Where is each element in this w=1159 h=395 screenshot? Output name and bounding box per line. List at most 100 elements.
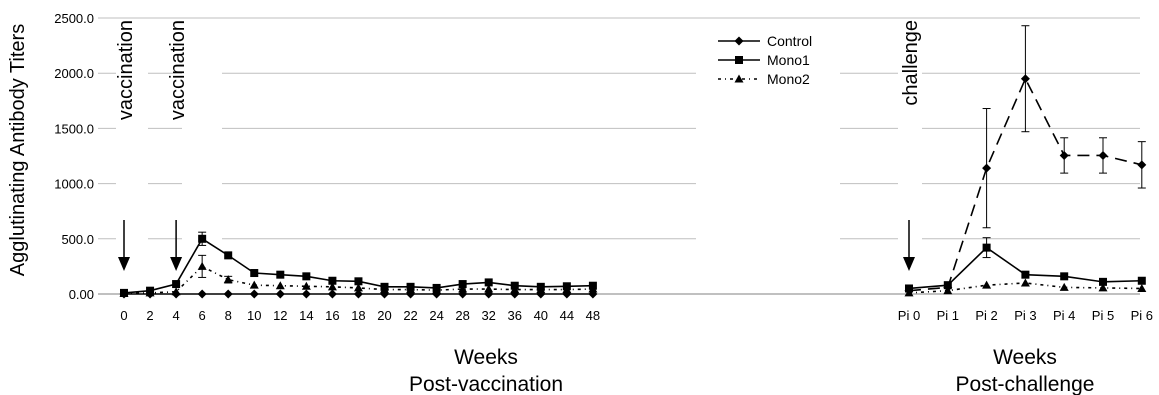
data-point <box>224 251 233 260</box>
series-control <box>904 25 1147 296</box>
data-point <box>223 289 233 299</box>
data-point <box>536 285 546 294</box>
x-tick-label: 28 <box>455 308 469 323</box>
data-point <box>172 280 181 289</box>
legend-item-mono1: Mono1 <box>718 52 810 68</box>
annotation-arrow-head <box>118 257 130 271</box>
x-tick-label: 24 <box>429 308 443 323</box>
x-tick-label: 32 <box>481 308 495 323</box>
data-point <box>484 278 493 287</box>
series-mono2 <box>119 254 598 297</box>
y-tick-label: 0.00 <box>69 287 94 302</box>
data-point <box>1137 160 1147 170</box>
data-point <box>223 275 233 284</box>
annotation-label: vaccination <box>167 20 189 120</box>
data-point <box>1060 272 1069 281</box>
x-tick-label: Pi 0 <box>898 308 920 323</box>
x-tick-label: 16 <box>325 308 339 323</box>
x-tick-label: 14 <box>299 308 313 323</box>
data-point <box>197 261 207 270</box>
legend-item-control: Control <box>718 33 812 49</box>
x-tick-label: 44 <box>560 308 574 323</box>
data-point <box>145 288 155 297</box>
data-point <box>275 289 285 299</box>
data-point <box>171 287 181 296</box>
data-point <box>301 289 311 299</box>
panel-post-challenge: Pi 0 Pi 1 Pi 2 Pi 3 Pi 4 Pi 5 Pi 6 Weeks Post-ch… <box>898 20 1153 395</box>
x-tick-label: Pi 3 <box>1014 308 1036 323</box>
data-point <box>250 269 259 278</box>
annotation-arrow-head <box>170 257 183 271</box>
x-axis-label: Weeks <box>993 346 1057 369</box>
x-tick-label: 4 <box>172 308 179 323</box>
data-point <box>353 283 363 292</box>
x-tick-label: 8 <box>225 308 232 323</box>
data-point <box>380 285 389 294</box>
data-point <box>198 234 207 243</box>
y-tick-label: 1500.0 <box>54 121 94 136</box>
data-point <box>588 284 598 293</box>
data-point <box>1059 282 1069 291</box>
x-tick-label: Pi 4 <box>1053 308 1075 323</box>
x-tick-label: 10 <box>247 308 261 323</box>
legend: Control Mono1 Mono2 <box>718 33 812 87</box>
data-point <box>406 285 416 294</box>
data-point <box>982 280 992 289</box>
data-point <box>119 288 129 297</box>
x-axis-sublabel: Post-challenge <box>956 373 1095 395</box>
legend-label: Mono2 <box>767 71 810 87</box>
x-axis-sublabel: Post-vaccination <box>409 373 563 395</box>
y-axis: 0.00 500.0 1000.0 1500.0 2000.0 2500.0 <box>54 11 94 302</box>
annotation-arrow-head <box>903 257 915 271</box>
annotation-label: vaccination <box>115 20 137 120</box>
data-point <box>943 281 952 290</box>
data-point <box>1021 270 1030 279</box>
y-tick-label: 500.0 <box>61 232 94 247</box>
series-mono2 <box>904 278 1147 297</box>
annotation-label: challenge <box>900 20 922 106</box>
data-point <box>1020 74 1030 84</box>
data-point <box>458 284 468 293</box>
legend-label: Mono1 <box>767 52 810 68</box>
x-tick-label: 0 <box>120 308 127 323</box>
data-point <box>1137 283 1147 292</box>
data-point <box>1099 277 1107 286</box>
data-point <box>982 163 992 173</box>
x-tick-label: 22 <box>403 308 417 323</box>
chart-panels: 0 2 4 6 8 10 12 14 16 18 20 22 24 28 32 36 40 44 48WeeksPo… <box>115 20 1153 395</box>
data-point <box>1098 283 1108 292</box>
data-point <box>302 272 311 281</box>
data-point <box>982 243 991 252</box>
data-point <box>328 276 337 285</box>
x-tick-label: 48 <box>586 308 600 323</box>
data-point <box>943 286 953 295</box>
data-point <box>353 289 363 299</box>
y-axis-label: Agglutinating Antibody Titers <box>7 24 29 276</box>
data-point <box>510 285 520 294</box>
gridlines <box>98 17 1140 295</box>
x-tick-label: Pi 1 <box>937 308 959 323</box>
data-point <box>1098 150 1108 160</box>
legend-marker <box>734 36 744 46</box>
data-point <box>458 280 467 289</box>
x-tick-label: Pi 5 <box>1092 308 1114 323</box>
y-tick-label: 1000.0 <box>54 177 94 192</box>
x-tick-label: 20 <box>377 308 391 323</box>
data-point <box>904 288 914 297</box>
data-point <box>1020 278 1030 287</box>
legend-marker <box>735 56 743 64</box>
legend-marker <box>734 74 744 83</box>
legend-item-mono2: Mono2 <box>718 71 810 87</box>
data-point <box>1059 150 1069 160</box>
data-point <box>249 280 259 289</box>
x-tick-label: 18 <box>351 308 365 323</box>
data-point <box>275 281 285 290</box>
data-point <box>354 277 363 286</box>
x-tick-label: 36 <box>508 308 522 323</box>
data-point <box>327 282 337 291</box>
x-tick-label: 40 <box>534 308 548 323</box>
data-point <box>301 281 311 290</box>
data-point <box>197 289 207 299</box>
data-point <box>327 289 337 299</box>
